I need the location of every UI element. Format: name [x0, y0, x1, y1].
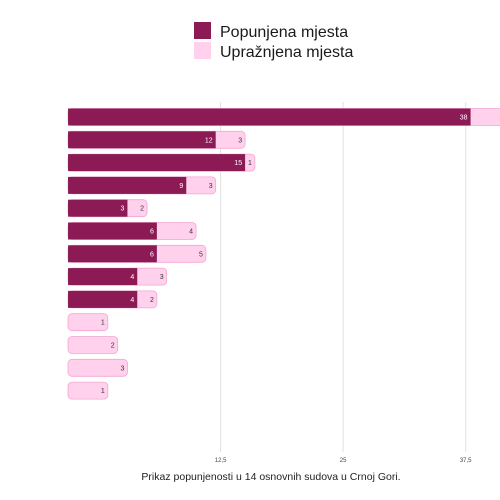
legend: Popunjena mjesta Upražnjena mjesta: [194, 22, 354, 61]
x-axis-ticks: 12,5 25 37,5: [215, 458, 472, 464]
bar-filled: [68, 131, 216, 149]
bar-value-label-filled: 3: [121, 206, 125, 213]
bar-value-label-vacant: 1: [101, 320, 105, 327]
bar-value-label-filled: 9: [179, 183, 183, 190]
bar-value-label-filled: 6: [150, 229, 154, 236]
bars: 3841231519332646543421231: [67, 108, 500, 400]
bar-value-label-filled: 15: [234, 160, 242, 167]
bar-value-label-filled: 4: [130, 297, 134, 304]
bar-value-label-vacant: 1: [248, 160, 252, 167]
bar-filled: [68, 268, 138, 286]
x-tick-label: 37,5: [460, 458, 472, 464]
bar-filled: [68, 176, 187, 194]
grid-lines: [220, 102, 467, 452]
bar-value-label-vacant: 2: [140, 206, 144, 213]
x-tick-label: 25: [340, 458, 347, 464]
bar-value-label-filled: 4: [130, 274, 134, 281]
bar-filled: [68, 245, 157, 263]
bar-value-label-vacant: 3: [238, 137, 242, 144]
bar-value-label-vacant: 5: [199, 251, 203, 258]
chart-caption: Prikaz popunjenosti u 14 osnovnih sudova…: [141, 471, 400, 483]
bar-vacant: [67, 336, 119, 354]
bar-value-label-vacant: 3: [160, 274, 164, 281]
x-tick-label: 12,5: [215, 458, 227, 464]
bar-value-label-vacant: 2: [150, 297, 154, 304]
bar-value-label-vacant: 3: [121, 365, 125, 372]
bar-filled: [68, 222, 157, 240]
bar-vacant: [67, 358, 128, 377]
bar-value-label-filled: 38: [460, 115, 468, 122]
legend-label-filled: Popunjena mjesta: [220, 24, 348, 41]
bar-vacant: [67, 381, 109, 400]
bar-filled: [68, 199, 128, 217]
legend-swatch-filled: [194, 22, 211, 39]
bar-filled: [68, 290, 138, 308]
bar-vacant: [67, 313, 109, 332]
bar-value-label-filled: 12: [205, 137, 213, 144]
legend-label-vacant: Upražnjena mjesta: [220, 44, 354, 61]
bar-value-label-vacant: 4: [189, 229, 193, 236]
bar-filled: [68, 154, 246, 172]
bar-filled: [68, 108, 471, 126]
bar-value-label-filled: 6: [150, 251, 154, 258]
bar-value-label-vacant: 2: [111, 343, 115, 350]
bar-value-label-vacant: 1: [101, 388, 105, 395]
bar-value-label-vacant: 3: [209, 183, 213, 190]
legend-swatch-vacant: [194, 42, 211, 59]
